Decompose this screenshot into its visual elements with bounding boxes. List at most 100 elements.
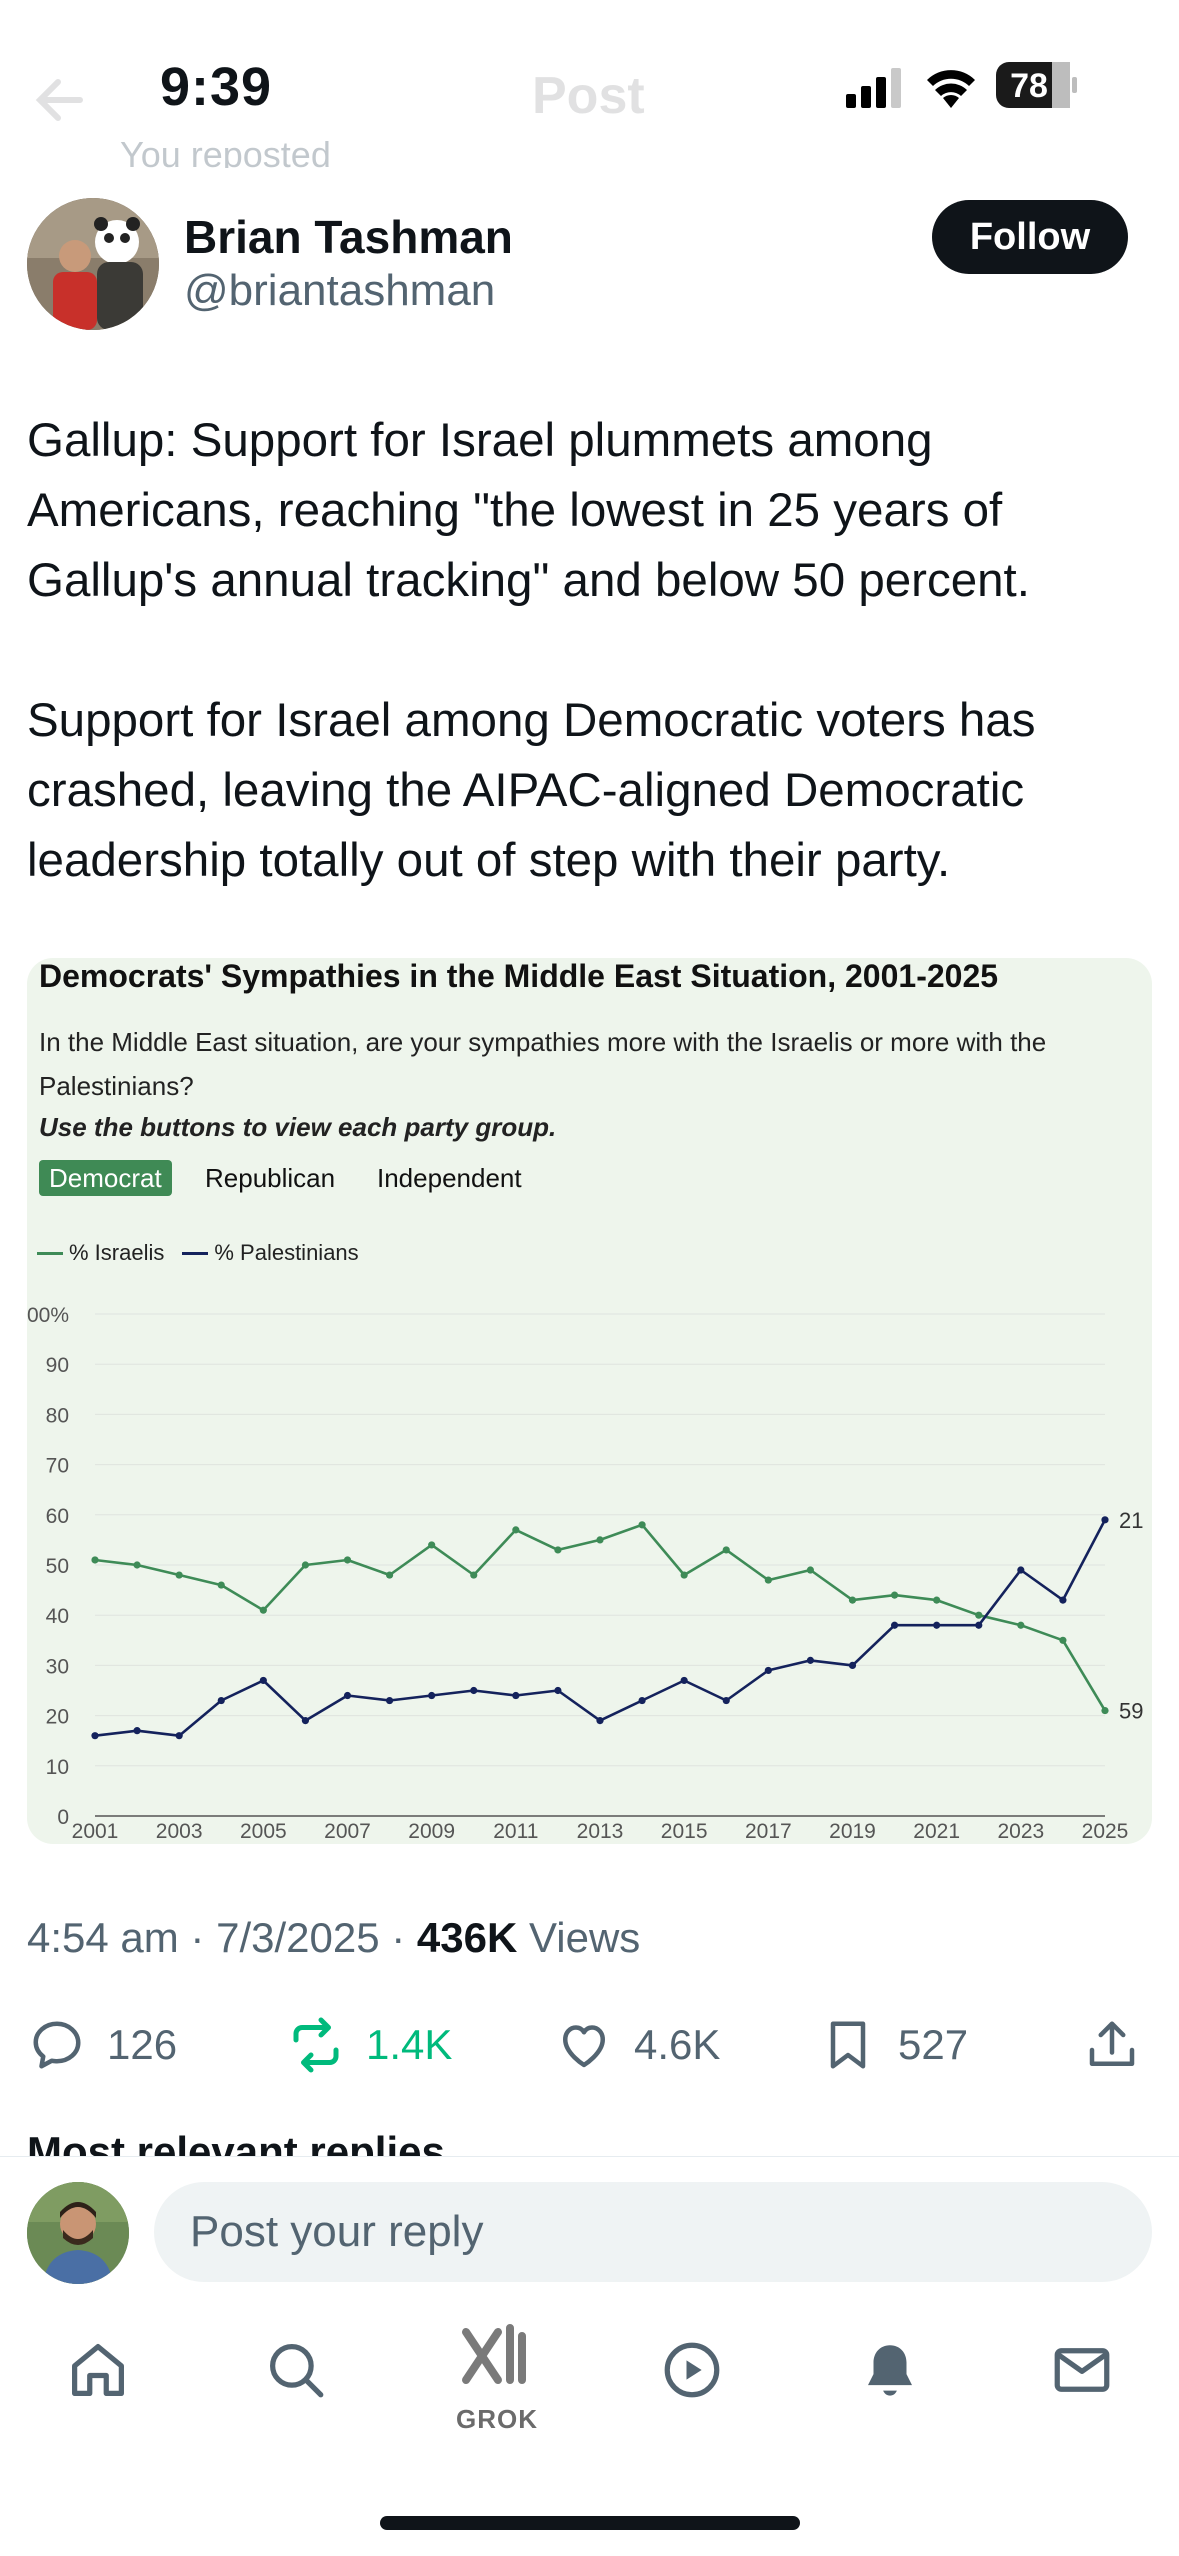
like-count: 4.6K	[634, 2021, 721, 2068]
chart-image-card[interactable]: Democrats' Sympathies in the Middle East…	[27, 958, 1152, 1844]
data-point	[428, 1541, 436, 1549]
data-point	[175, 1732, 183, 1740]
y-tick-label: 70	[46, 1455, 69, 1478]
avatar-photo	[27, 198, 159, 330]
tab-home[interactable]	[58, 2330, 138, 2410]
chart-question-line: Palestinians?	[39, 1071, 194, 1101]
y-tick-label: 40	[46, 1605, 69, 1628]
data-point	[470, 1571, 478, 1579]
home-indicator	[380, 2516, 800, 2530]
data-point	[1017, 1621, 1025, 1629]
x-tick-label: 2021	[913, 1820, 960, 1843]
reply-input[interactable]: Post your reply	[154, 2182, 1152, 2282]
x-tick-label: 2003	[156, 1820, 203, 1843]
clock: 9:39	[160, 57, 273, 117]
tab-messages[interactable]	[1042, 2330, 1122, 2410]
views-label: Views	[529, 1914, 641, 1961]
y-tick-label: 10	[46, 1756, 69, 1779]
post-text: Gallup: Support for Israel plummets amon…	[27, 406, 1157, 896]
wifi-icon	[927, 70, 975, 108]
party-button-democrat[interactable]: Democrat	[39, 1160, 172, 1196]
legend-swatch	[182, 1251, 209, 1255]
author-name[interactable]: Brian Tashman	[184, 211, 513, 263]
tab-search[interactable]	[256, 2330, 336, 2410]
data-point	[1017, 1566, 1025, 1574]
post-text-line: leadership totally out of step with thei…	[27, 834, 951, 887]
author-handle[interactable]: @briantashman	[184, 266, 496, 315]
play-icon	[664, 2342, 720, 2398]
bookmark-action[interactable]: 527	[818, 2010, 968, 2080]
home-icon	[72, 2344, 124, 2396]
battery-icon: 78	[996, 62, 1077, 108]
post-time: 4:54 am	[27, 1914, 179, 1961]
reply-action[interactable]: 126	[27, 2010, 177, 2080]
like-action[interactable]: 4.6K	[554, 2010, 720, 2080]
repost-count: 1.4K	[366, 2021, 453, 2068]
data-point	[512, 1691, 520, 1700]
views-count: 436K	[416, 1914, 518, 1961]
follow-button[interactable]: Follow	[932, 200, 1128, 274]
data-point	[217, 1696, 225, 1705]
data-point	[259, 1606, 267, 1614]
grok-label: GROK	[456, 2404, 538, 2434]
avatar-photo	[27, 2182, 129, 2284]
data-point	[470, 1686, 478, 1695]
reply-icon	[33, 2021, 81, 2069]
data-point	[680, 1571, 688, 1579]
data-point	[385, 1571, 394, 1579]
page-title: Post	[532, 67, 645, 125]
data-point	[91, 1556, 99, 1564]
tab-notifications[interactable]	[850, 2330, 930, 2410]
series-line-israelis	[94, 1523, 1107, 1712]
post-text-line: Gallup: Support for Israel plummets amon…	[27, 414, 933, 467]
data-point	[301, 1717, 310, 1725]
data-point	[722, 1546, 730, 1554]
data-point	[975, 1621, 983, 1629]
post-meta: 4:54 am · 7/3/2025 · 436K Views	[27, 1914, 641, 1961]
data-point	[385, 1696, 394, 1705]
x-tick-label: 2019	[829, 1820, 876, 1843]
data-point	[512, 1526, 520, 1534]
data-point	[175, 1571, 183, 1579]
chart-title: Democrats' Sympathies in the Middle East…	[39, 958, 999, 994]
data-point	[428, 1691, 436, 1700]
data-point	[722, 1696, 730, 1705]
y-tick-label: 100%	[27, 1304, 69, 1327]
post-text-line: crashed, leaving the AIPAC-aligned Democ…	[27, 764, 1025, 817]
back-arrow-icon[interactable]	[30, 70, 90, 130]
data-point	[1059, 1596, 1067, 1604]
y-tick-label: 90	[46, 1354, 69, 1377]
party-button-independent[interactable]: Independent	[377, 1162, 522, 1193]
data-point	[638, 1521, 646, 1529]
data-point	[933, 1621, 941, 1629]
chart-question: In the Middle East situation, are your s…	[39, 1020, 1129, 1108]
replies-section-heading: Most relevant replies	[27, 2128, 445, 2156]
data-point	[596, 1717, 604, 1725]
data-label: 21	[1119, 1508, 1143, 1533]
paragraph-gap	[27, 616, 1157, 686]
share-action[interactable]	[1082, 2010, 1142, 2080]
x-tick-label: 2025	[1082, 1820, 1129, 1843]
repost-icon	[293, 2017, 339, 2073]
x-tick-label: 2011	[493, 1820, 538, 1843]
y-tick-label: 80	[46, 1404, 69, 1427]
chart-question-line: In the Middle East situation, are your s…	[39, 1027, 1047, 1057]
grok-icon	[462, 2324, 526, 2384]
x-tick-label: 2017	[745, 1820, 792, 1843]
x-tick-label: 2013	[577, 1820, 624, 1843]
my-avatar[interactable]	[27, 2182, 129, 2284]
legend-item-israelis: % Israelis	[37, 1240, 164, 1266]
y-tick-label: 0	[57, 1806, 69, 1829]
party-button-republican[interactable]: Republican	[205, 1162, 336, 1193]
data-point	[596, 1536, 604, 1544]
y-tick-label: 30	[46, 1655, 69, 1678]
tab-video[interactable]	[652, 2330, 732, 2410]
author-avatar[interactable]	[27, 198, 159, 330]
data-point	[1101, 1516, 1109, 1524]
tab-grok[interactable]	[454, 2322, 534, 2402]
y-tick-label: 20	[46, 1706, 69, 1729]
repost-action[interactable]: 1.4K	[286, 2010, 452, 2080]
x-tick-label: 2015	[661, 1820, 708, 1843]
data-point	[890, 1621, 899, 1629]
data-point	[806, 1566, 815, 1574]
